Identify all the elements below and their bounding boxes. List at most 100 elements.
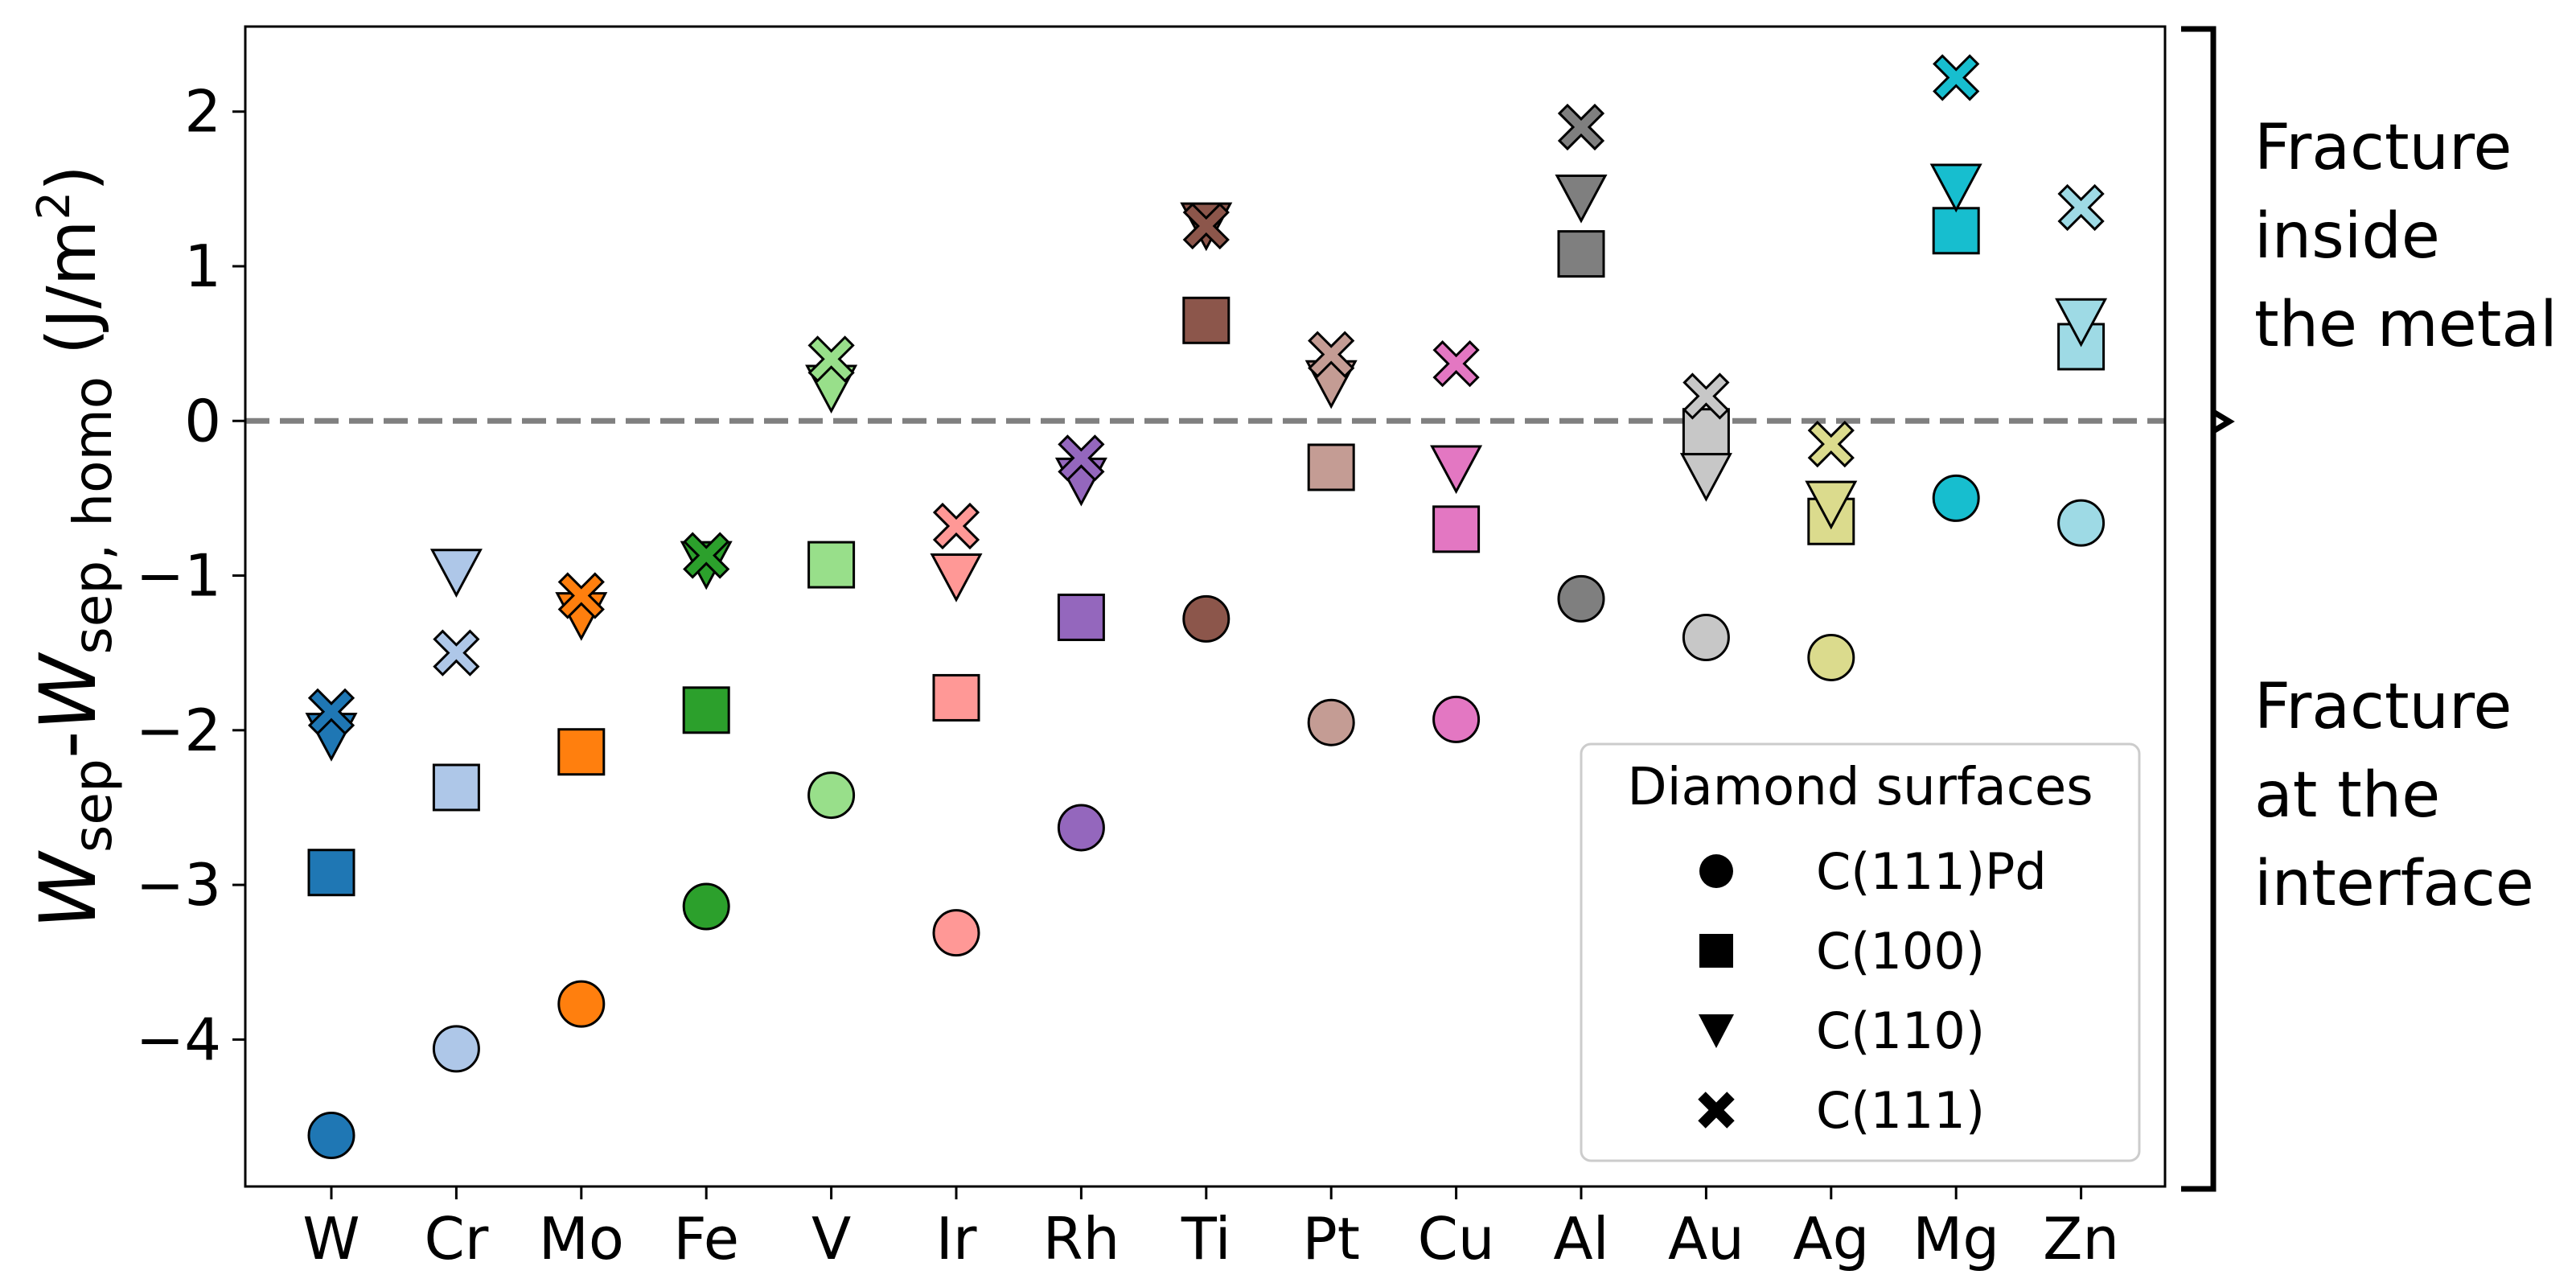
point-mo [557, 980, 606, 1028]
legend-marker [1699, 854, 1733, 888]
y-label-unit: (J/m [32, 220, 111, 376]
legend-entry: C(111) [1698, 1081, 1985, 1140]
y-label-w1: W [23, 850, 113, 929]
upper-label-line2: inside [2254, 200, 2440, 273]
upper-bracket-label: Fracture inside the metal [2254, 112, 2558, 361]
x-tick-label-mo: Mo [539, 1205, 624, 1273]
legend-entry: C(111)Pd [1699, 842, 2047, 901]
lower-label-line3: interface [2254, 848, 2534, 920]
x-tick-label-w: W [302, 1205, 359, 1273]
point-ir [932, 909, 980, 957]
fracture-brackets: Fracture inside the metal Fracture at th… [2181, 26, 2558, 1192]
point-rh [1058, 434, 1105, 482]
lower-label-line2: at the [2254, 759, 2440, 832]
point-au [1682, 613, 1730, 661]
point-cu [1432, 340, 1480, 388]
x-tick-label-fe: Fe [673, 1205, 739, 1273]
point-pt [1307, 698, 1355, 746]
upper-bracket [2181, 26, 2235, 434]
point-v [807, 541, 856, 589]
point-mg [1933, 54, 1980, 101]
point-pt [1308, 331, 1355, 378]
point-cr [432, 1025, 480, 1073]
legend-title: Diamond surfaces [1627, 758, 2093, 817]
series-c111 [307, 54, 2105, 735]
legend-entries: C(111)Pd C(100) C(110) C(111) [1698, 842, 2047, 1140]
point-ir [932, 673, 980, 722]
point-cr [433, 629, 480, 676]
y-tick-label: 1 [184, 232, 221, 300]
legend-marker [1698, 1092, 1735, 1129]
point-mo [557, 728, 606, 776]
y-axis: 2 1 0 −1 −2 −3 −4 [136, 78, 245, 1073]
point-au [1679, 453, 1732, 502]
point-ti [1182, 202, 1230, 250]
x-tick-label-v: V [811, 1205, 851, 1273]
point-fe [682, 882, 730, 931]
y-tick-label: −4 [136, 1005, 221, 1073]
point-al [1555, 174, 1608, 224]
x-tick-label-ir: Ir [936, 1205, 977, 1273]
lower-bracket [2181, 412, 2217, 1192]
point-rh [1057, 593, 1105, 641]
point-zn [2057, 183, 2105, 232]
series-c100 [307, 207, 2106, 897]
point-pt [1307, 443, 1355, 491]
x-tick-label-cr: Cr [424, 1205, 488, 1273]
x-tick-label-al: Al [1553, 1205, 1608, 1273]
point-cu [1430, 445, 1483, 495]
y-label-unit-close: ) [32, 165, 111, 191]
point-au [1682, 372, 1730, 420]
x-tick-label-au: Au [1668, 1205, 1744, 1273]
y-label-unit-sup: 2 [28, 191, 80, 220]
point-ir [930, 553, 983, 602]
y-label-sub1: sep [62, 759, 124, 853]
y-tick-label: −2 [136, 697, 221, 764]
point-mg [1932, 207, 1980, 255]
point-w [307, 849, 355, 897]
legend-label: C(111)Pd [1816, 842, 2047, 901]
y-tick-label: −1 [136, 542, 221, 610]
point-cu [1432, 695, 1481, 743]
y-label-sub2: sep, homo [62, 376, 124, 655]
lower-bracket-label: Fracture at the interface [2254, 671, 2534, 920]
point-w [307, 688, 355, 735]
y-label-w2: W [23, 652, 113, 731]
point-ir [932, 502, 980, 550]
point-mg [1929, 163, 1982, 213]
point-al [1557, 230, 1605, 278]
x-tick-label-rh: Rh [1043, 1205, 1120, 1273]
point-ti [1182, 296, 1230, 344]
x-tick-label-pt: Pt [1302, 1205, 1360, 1273]
point-zn [2057, 499, 2106, 547]
y-tick-label: 0 [184, 387, 221, 454]
legend-marker [1699, 1014, 1734, 1048]
lower-label-line1: Fracture [2254, 671, 2512, 743]
x-tick-label-mg: Mg [1912, 1205, 1999, 1273]
legend-label: C(100) [1816, 922, 1985, 981]
point-al [1557, 574, 1605, 623]
x-tick-label-cu: Cu [1418, 1205, 1495, 1273]
point-v [807, 335, 855, 383]
data-points [305, 54, 2108, 1160]
point-ag [1805, 480, 1858, 530]
legend-entry: C(100) [1699, 922, 1985, 981]
series-c111pd [307, 474, 2106, 1160]
point-rh [1057, 804, 1105, 852]
x-tick-label-ag: Ag [1793, 1205, 1869, 1273]
point-cr [432, 763, 480, 812]
point-mg [1932, 474, 1980, 522]
y-axis-label: Wsep-Wsep, homo (J/m2) [23, 165, 124, 929]
point-v [807, 771, 856, 820]
point-cr [429, 549, 483, 598]
legend-label: C(110) [1816, 1001, 1985, 1060]
x-tick-label-zn: Zn [2043, 1205, 2119, 1273]
point-zn [2055, 298, 2108, 347]
x-tick-label-ti: Ti [1181, 1205, 1231, 1273]
upper-label-line1: Fracture [2254, 112, 2512, 184]
legend-entry: C(110) [1699, 1001, 1985, 1060]
point-mo [557, 572, 605, 619]
legend-box [1580, 742, 2141, 1162]
point-ag [1807, 633, 1855, 681]
